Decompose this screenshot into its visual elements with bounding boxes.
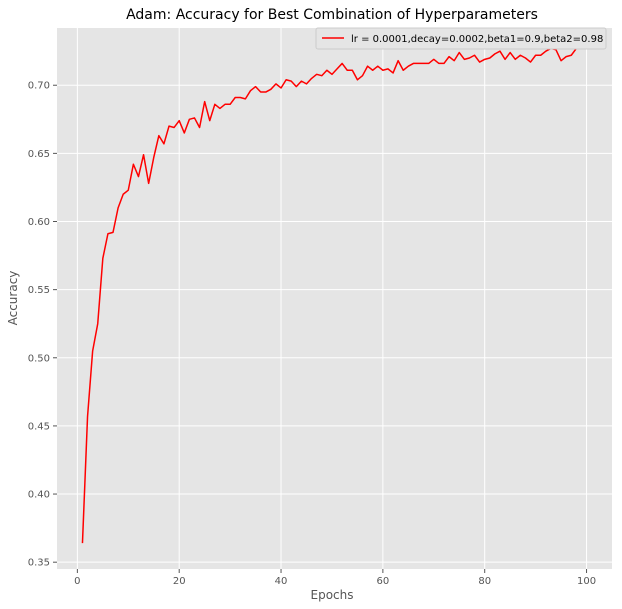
x-axis-label: Epochs	[311, 588, 354, 602]
chart-title: Adam: Accuracy for Best Combination of H…	[126, 7, 538, 23]
series-lines	[81, 45, 587, 544]
y-axis-label: Accuracy	[6, 271, 20, 326]
grid-lines	[57, 28, 612, 569]
legend: lr = 0.0001,decay=0.0002,beta1=0.9,beta2…	[315, 27, 607, 50]
y-tick-label: 0.45	[28, 421, 50, 432]
x-tick-label: 40	[275, 576, 288, 587]
legend-box	[315, 27, 607, 50]
x-tick-label: 0	[74, 576, 80, 587]
y-tick-label: 0.65	[28, 149, 50, 160]
legend-label: lr = 0.0001,decay=0.0002,beta1=0.9,beta2…	[351, 34, 603, 45]
x-tick-label: 20	[173, 576, 186, 587]
series-line-accuracy	[81, 45, 587, 544]
x-tick-label: 60	[377, 576, 390, 587]
x-tick-label: 100	[577, 576, 596, 587]
x-tick-labels: 0 20 40 60 80 100	[74, 569, 596, 587]
y-tick-label: 0.55	[28, 285, 50, 296]
x-tick-label: 80	[478, 576, 491, 587]
plot-background	[57, 28, 612, 569]
y-tick-label: 0.60	[28, 217, 50, 228]
y-tick-label: 0.35	[28, 558, 50, 569]
y-tick-labels: 0.35 0.40 0.45 0.50 0.55 0.60 0.65 0.70	[28, 81, 57, 569]
y-tick-label: 0.40	[28, 490, 50, 501]
y-tick-label: 0.50	[28, 353, 50, 364]
y-tick-label: 0.70	[28, 81, 50, 92]
